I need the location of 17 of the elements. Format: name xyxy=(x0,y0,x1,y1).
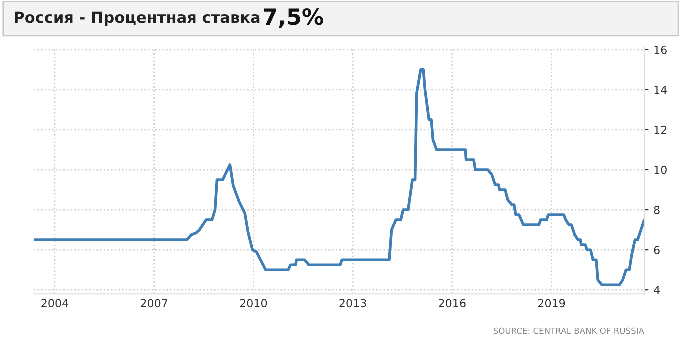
y-tick-label: 10 xyxy=(654,166,667,174)
x-tick-label: 2013 xyxy=(340,299,366,308)
y-tick-label: 4 xyxy=(654,286,660,294)
source-note: SOURCE: CENTRAL BANK OF RUSSIA xyxy=(494,328,644,334)
y-tick-label: 6 xyxy=(654,246,660,254)
text: 7,5% xyxy=(264,8,324,28)
line-series xyxy=(34,68,644,286)
y-tick-label: 8 xyxy=(654,206,660,214)
x-tick-label: 2019 xyxy=(538,299,566,308)
x-tick-label: 2016 xyxy=(439,299,466,308)
x-tick-label: 2010 xyxy=(240,299,268,308)
x-tick-label: 2004 xyxy=(42,299,68,308)
x-tick-label: 2007 xyxy=(141,299,168,308)
y-tick-label: 12 xyxy=(654,126,667,134)
y-tick-label: 16 xyxy=(654,46,667,54)
chart-title: Россия - Процентная ставка xyxy=(15,12,260,26)
y-tick-label: 14 xyxy=(654,86,668,94)
